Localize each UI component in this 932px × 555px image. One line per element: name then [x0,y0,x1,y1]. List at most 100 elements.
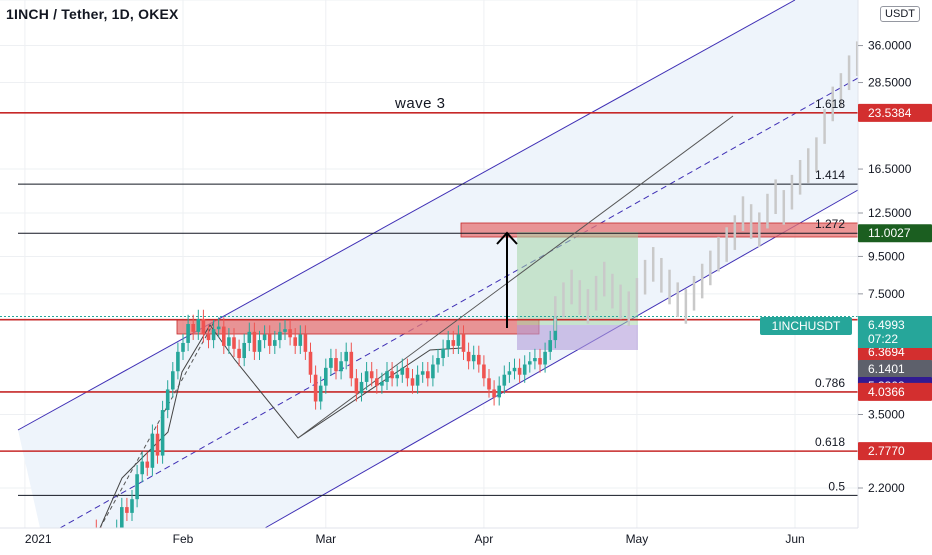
candle-body [227,337,231,346]
chart-title: 1INCH / Tether, 1D, OKEX [6,6,179,22]
candle-body [426,371,430,379]
candle-body [216,326,221,330]
price-tick-label: 3.5000 [868,408,905,422]
bar-countdown: 07:22 [868,332,898,346]
candle-body [517,367,522,375]
time-tick-label: Mar [315,532,336,546]
candle-body [211,329,216,341]
currency-unit-badge[interactable]: USDT [880,6,920,22]
candle-body [334,358,338,372]
candle-body [344,351,348,362]
candle-body [318,385,323,402]
candle-body [247,331,252,343]
candle-body [125,507,129,513]
candle-body [186,323,190,343]
price-label-value: 23.5384 [868,106,912,120]
target-arrow-head [496,231,518,245]
candle-body [471,354,476,362]
price-label-box [858,442,932,461]
candle-body [293,337,297,346]
wave-annotation: wave 3 [394,95,446,112]
candle-body [339,361,343,372]
price-label-box [858,360,932,378]
time-tick-label: Feb [173,532,194,546]
candle-body [456,334,461,346]
candle-body [242,342,246,359]
candle-body [273,340,277,346]
candle-body [461,334,466,352]
candle-body [176,351,180,372]
candle-body [252,331,257,352]
candle-body [405,367,410,379]
price-tick-label: 2.2000 [868,481,905,495]
candle-body [278,331,282,341]
price-label-value: 11.0027 [868,226,911,240]
candle-body [196,318,201,332]
candle-body [512,367,517,372]
time-tick-label: May [626,532,649,546]
candle-body [135,474,139,500]
time-tick-label: 2021 [25,532,52,546]
price-tick-label: 9.5000 [868,249,905,263]
fib-level-label: 0.5 [828,479,845,493]
candle-body [522,364,527,375]
candle-body [329,358,333,368]
candle-body [507,371,512,375]
fib-level-label: 1.272 [815,217,845,231]
candle-body [130,499,134,513]
candle-body [390,371,394,379]
candle-body [145,461,150,468]
candle-body [206,334,211,341]
candle-body [410,378,415,386]
fib-level-label: 1.618 [815,97,845,111]
fib-level-label: 0.618 [815,435,845,449]
candle-body [303,334,308,352]
candle-body [191,323,195,332]
candle-body [201,318,206,335]
candle-body [349,351,354,379]
candle-body [354,378,359,394]
time-axis-panel [0,528,932,550]
candle-body [171,371,175,390]
candle-body [395,374,399,379]
candle-body [492,389,496,398]
projection-stop-box [517,325,638,350]
candle-body [298,334,303,346]
candle-body [533,358,537,362]
candle-body [181,342,185,352]
price-tick-label: 36.0000 [868,39,912,53]
price-label-value: 6.1401 [868,362,905,376]
candle-body [262,334,267,341]
candle-body [543,351,547,365]
fib-level-label: 0.786 [815,376,845,390]
candle-body [400,367,405,375]
candle-body [548,340,552,352]
current-price-box [858,316,932,348]
price-tick-label: 7.5000 [868,287,905,301]
candle-body [288,329,292,338]
candle-body [359,381,364,394]
fib-level-label: 1.414 [815,168,845,182]
time-tick-label: Apr [475,532,494,546]
candle-body [160,410,165,456]
candle-body [385,371,389,382]
channel-fill [18,0,858,528]
candle-body [380,381,384,386]
current-price-value: 6.4993 [868,318,905,332]
candle-body [324,367,328,386]
projection-target-box [517,232,638,325]
candle-body [165,389,170,411]
candle-body [477,354,481,365]
candle-body [528,361,532,365]
candle-body [364,371,369,382]
candle-body [257,340,262,352]
candle-body [441,348,445,359]
candle-body [308,351,313,375]
candle-body [375,378,379,386]
symbol-label: 1INCHUSDT [772,319,841,333]
candle-body [451,340,456,346]
candle-body [120,507,124,529]
candle-body [446,340,450,349]
